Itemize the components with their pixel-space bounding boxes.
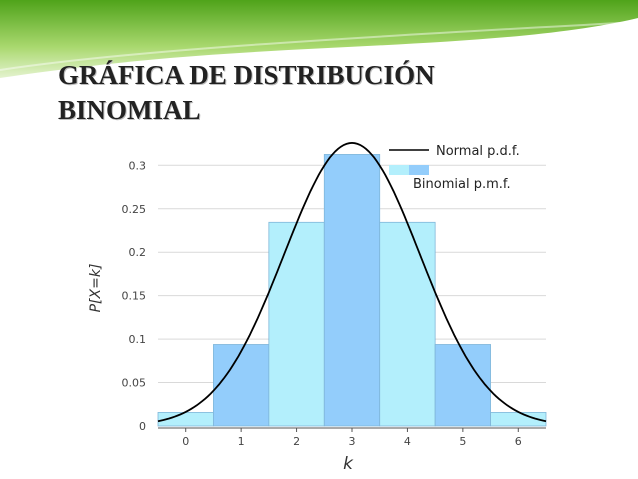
x-tick-label: 0: [182, 435, 189, 448]
bar-k-5: [434, 344, 491, 427]
legend-binomial-label: Binomial p.m.f.: [413, 177, 511, 192]
bar-k-2: [268, 221, 325, 427]
x-tick-label: 5: [459, 435, 466, 448]
normal-curve: [157, 141, 547, 423]
normal-pdf-line: [157, 141, 547, 423]
legend: Normal p.d.f. Binomial p.m.f.: [389, 144, 520, 192]
legend-normal-label: Normal p.d.f.: [436, 144, 520, 159]
y-tick-label: 0.3: [129, 159, 147, 172]
legend-binomial-swatch-light: [389, 165, 409, 175]
x-tick-label: 3: [349, 435, 356, 448]
slide-title: GRÁFICA DE DISTRIBUCIÓN BINOMIAL: [58, 58, 435, 128]
banner-swoosh: [0, 0, 638, 78]
slide-title-line-2: BINOMIAL: [58, 95, 201, 125]
x-tick-label: 1: [238, 435, 245, 448]
legend-binomial-swatch-dark: [409, 165, 429, 175]
bar-k-1: [213, 344, 270, 427]
x-tick-label: 4: [404, 435, 411, 448]
bars: [157, 154, 547, 427]
x-axis-label: k: [343, 454, 354, 474]
y-tick-label: 0.25: [122, 203, 147, 216]
x-tick-label: 2: [293, 435, 300, 448]
y-tick-label: 0.05: [122, 377, 147, 390]
y-tick-label: 0: [139, 420, 146, 433]
slide-title-line-1: GRÁFICA DE DISTRIBUCIÓN: [58, 60, 435, 90]
bar-k-3: [323, 154, 381, 427]
y-tick-label: 0.2: [129, 246, 147, 259]
y-tick-label: 0.15: [122, 290, 147, 303]
bar-k-4: [379, 221, 436, 427]
header-banner: [0, 0, 638, 78]
axes: 0 0.05 0.1 0.15 0.2 0.25 0.3 0 1 2 3 4 5 6: [122, 159, 546, 448]
y-tick-label: 0.1: [129, 333, 147, 346]
x-tick-label: 6: [515, 435, 522, 448]
banner-highlight: [0, 21, 638, 71]
y-axis-label: P[X=k]: [88, 264, 104, 313]
